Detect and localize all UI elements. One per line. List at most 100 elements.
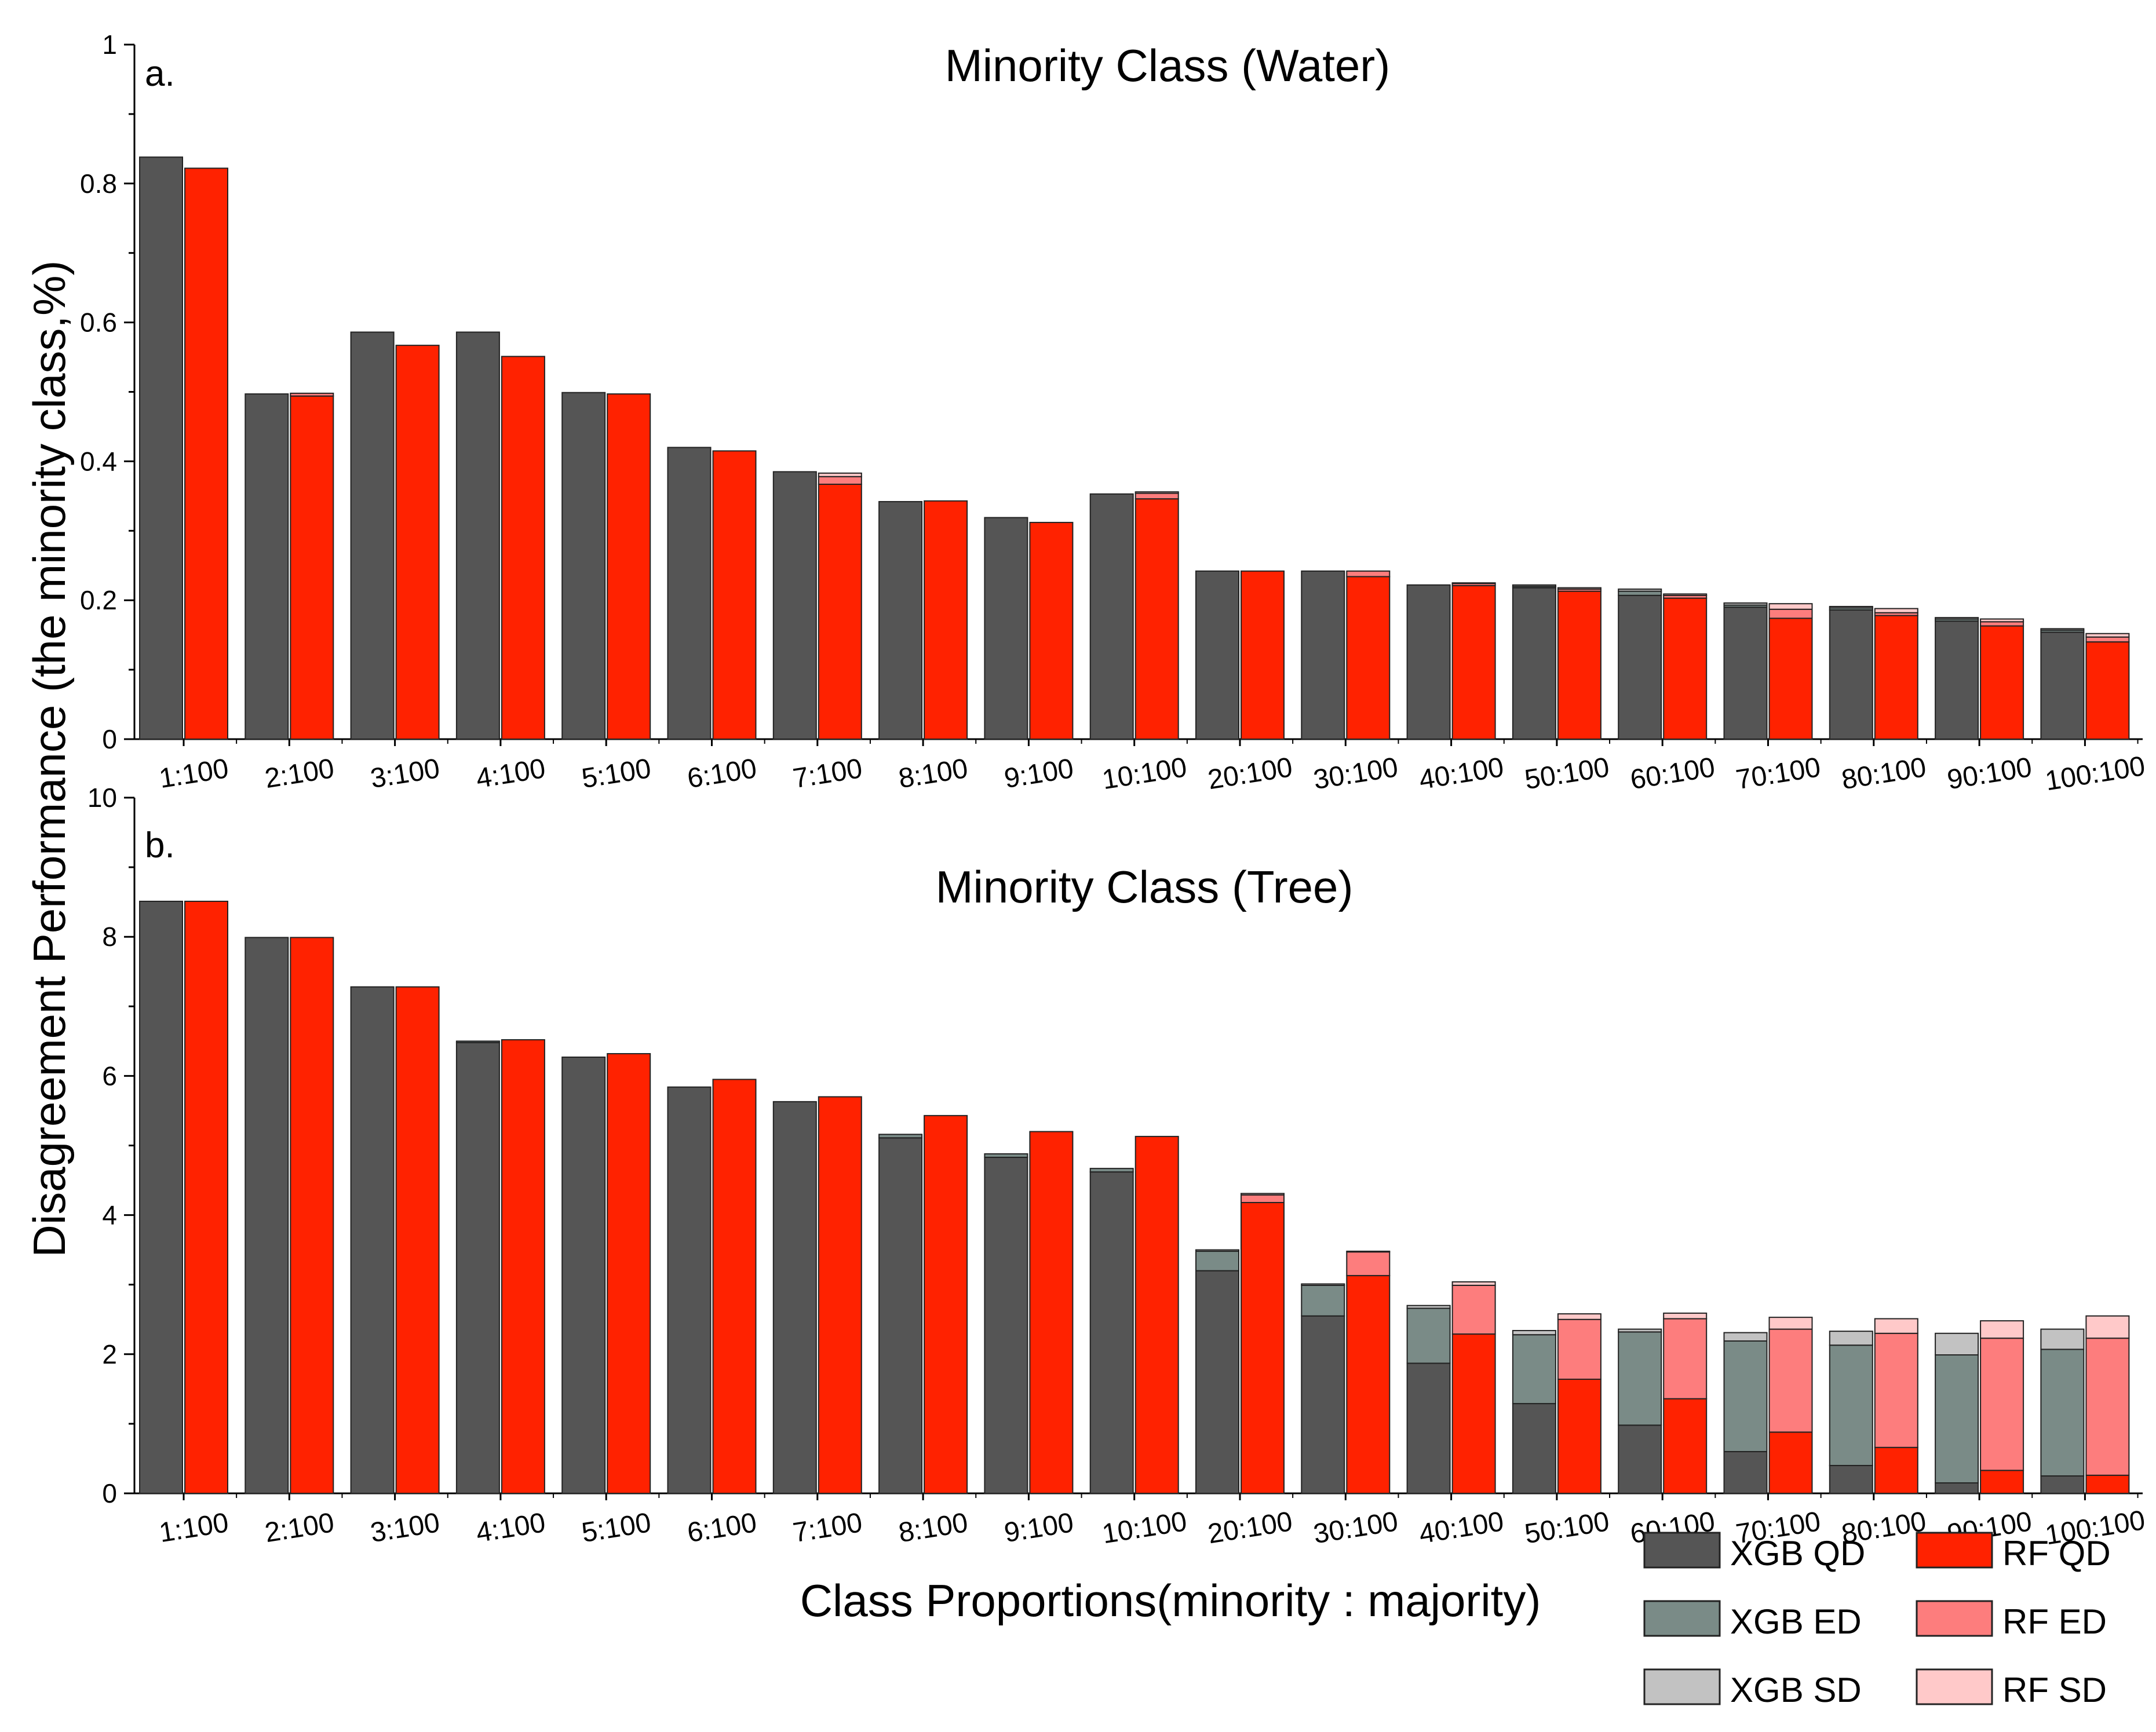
legend-swatch-xgb-ed bbox=[1643, 1600, 1721, 1637]
bar-rf-sd bbox=[1451, 1281, 1496, 1286]
bar-rf-ed bbox=[2085, 636, 2130, 643]
bar-xgb-sd bbox=[1723, 1332, 1768, 1342]
bar-rf-qd bbox=[395, 986, 440, 1494]
y-tick-label: 6 bbox=[102, 1061, 117, 1091]
x-tick-label: 6:100 bbox=[685, 1507, 759, 1548]
x-tick-label: 70:100 bbox=[1734, 752, 1822, 795]
bar-xgb-sd bbox=[1512, 1329, 1556, 1336]
bar-rf-qd bbox=[1241, 1201, 1285, 1494]
legend-swatch-rf-sd bbox=[1916, 1668, 1993, 1705]
bar-xgb-ed bbox=[1723, 1340, 1768, 1452]
bar-rf-qd bbox=[607, 1053, 651, 1494]
x-tick-label: 9:100 bbox=[1002, 753, 1076, 794]
bar-xgb-sd bbox=[1301, 1283, 1345, 1286]
x-tick-label: 2:100 bbox=[262, 1507, 336, 1548]
bar-rf-qd bbox=[501, 356, 545, 740]
x-tick-label: 20:100 bbox=[1206, 1506, 1294, 1550]
legend-swatch-rf-qd bbox=[1916, 1532, 1993, 1569]
bar-rf-sd bbox=[1241, 1193, 1285, 1196]
bar-rf-sd bbox=[1557, 1313, 1602, 1320]
bar-rf-sd bbox=[1346, 1251, 1391, 1253]
bar-xgb-qd bbox=[1301, 570, 1345, 740]
x-tick-label: 4:100 bbox=[474, 753, 548, 794]
bar-xgb-qd bbox=[1195, 1270, 1239, 1494]
bar-xgb-qd bbox=[1935, 1482, 1979, 1495]
bar-rf-qd bbox=[395, 345, 440, 740]
x-tick-label: 1:100 bbox=[157, 753, 231, 794]
y-tick-label: 4 bbox=[102, 1200, 117, 1230]
legend-label: RF ED bbox=[2002, 1602, 2107, 1641]
bar-xgb-sd bbox=[1618, 1328, 1662, 1333]
bar-rf-ed bbox=[2085, 1338, 2130, 1476]
bar-rf-sd bbox=[2085, 1315, 2130, 1339]
bar-xgb-qd bbox=[1406, 1362, 1451, 1495]
bar-xgb-ed bbox=[1618, 1331, 1662, 1426]
bar-xgb-qd bbox=[984, 1156, 1028, 1494]
bar-xgb-sd bbox=[1723, 602, 1768, 606]
legend-label: XGB SD bbox=[1730, 1671, 1862, 1709]
bar-xgb-qd bbox=[245, 393, 289, 740]
bar-xgb-qd bbox=[1618, 594, 1662, 740]
bar-xgb-ed bbox=[1406, 1307, 1451, 1364]
y-tick-label: 8 bbox=[102, 922, 117, 952]
bar-xgb-qd bbox=[1195, 570, 1239, 740]
bar-xgb-qd bbox=[139, 156, 183, 740]
bar-rf-qd bbox=[1451, 1333, 1496, 1494]
bar-xgb-qd bbox=[1723, 606, 1768, 740]
bar-rf-qd bbox=[2085, 1474, 2130, 1494]
bar-rf-ed bbox=[1134, 492, 1179, 500]
bar-rf-qd bbox=[1241, 570, 1285, 740]
bar-rf-qd bbox=[1346, 576, 1391, 740]
bar-rf-sd bbox=[1980, 1320, 2024, 1339]
bar-rf-qd bbox=[1557, 1379, 1602, 1494]
x-tick-label: 50:100 bbox=[1523, 1506, 1611, 1550]
bar-rf-sd bbox=[1663, 1312, 1708, 1320]
bar-rf-qd bbox=[1029, 1131, 1074, 1494]
bar-xgb-ed bbox=[984, 1153, 1028, 1158]
bar-rf-ed bbox=[1346, 1251, 1391, 1277]
bar-xgb-ed bbox=[1829, 1344, 1873, 1466]
bar-xgb-qd bbox=[561, 1056, 606, 1494]
bar-rf-qd bbox=[1980, 625, 2024, 740]
bar-xgb-sd bbox=[1195, 1249, 1239, 1252]
bar-rf-qd bbox=[712, 450, 757, 740]
x-tick-label: 5:100 bbox=[579, 753, 653, 794]
bar-rf-sd bbox=[1557, 587, 1602, 590]
bar-xgb-qd bbox=[455, 331, 500, 740]
bar-rf-ed bbox=[290, 392, 334, 397]
bar-xgb-qd bbox=[772, 1101, 817, 1495]
panel-label: a. bbox=[145, 54, 175, 94]
bar-rf-sd bbox=[818, 472, 862, 477]
bar-xgb-qd bbox=[2040, 1475, 2085, 1495]
bar-rf-ed bbox=[1874, 1332, 1918, 1448]
bar-rf-sd bbox=[1768, 603, 1813, 610]
bar-rf-qd bbox=[1134, 1135, 1179, 1494]
x-tick-label: 20:100 bbox=[1206, 752, 1294, 795]
bar-rf-qd bbox=[1768, 617, 1813, 740]
bar-rf-qd bbox=[2085, 641, 2130, 740]
x-tick-label: 4:100 bbox=[474, 1507, 548, 1548]
bar-rf-ed bbox=[1346, 570, 1391, 578]
x-tick-label: 8:100 bbox=[896, 1507, 970, 1548]
bar-rf-qd bbox=[1451, 585, 1496, 740]
bar-rf-sd bbox=[1768, 1317, 1813, 1330]
bar-xgb-qd bbox=[984, 517, 1028, 740]
bar-xgb-qd bbox=[878, 1137, 923, 1494]
bar-rf-ed bbox=[1768, 1328, 1813, 1433]
bar-xgb-qd bbox=[1512, 1403, 1556, 1495]
bar-xgb-sd bbox=[2040, 1328, 2085, 1350]
legend: XGB QD RF QD XGB ED RF ED XGB SD RF SD bbox=[1643, 1532, 2111, 1709]
bar-rf-qd bbox=[184, 900, 228, 1494]
bar-xgb-qd bbox=[455, 1042, 500, 1494]
y-tick-label: 0 bbox=[102, 724, 117, 754]
bar-xgb-sd bbox=[1829, 605, 1873, 609]
bar-xgb-qd bbox=[1406, 584, 1451, 740]
bar-xgb-ed bbox=[1195, 1251, 1239, 1271]
bar-xgb-sd bbox=[1406, 1305, 1451, 1309]
x-tick-label: 100:100 bbox=[2043, 751, 2147, 796]
x-tick-label: 6:100 bbox=[685, 753, 759, 794]
bar-xgb-sd bbox=[1512, 584, 1556, 587]
bar-xgb-qd bbox=[139, 900, 183, 1494]
bar-rf-ed bbox=[1451, 1284, 1496, 1335]
bar-rf-qd bbox=[924, 1115, 968, 1495]
